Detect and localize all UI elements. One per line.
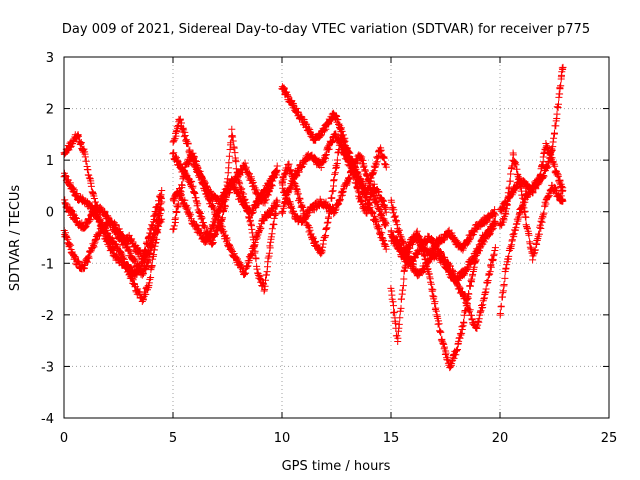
y-tick-label: -3: [41, 360, 54, 375]
series-track-h: [169, 159, 281, 246]
x-tick-label: 10: [274, 431, 291, 446]
plus-markers: [387, 206, 499, 259]
series-track-d: [61, 187, 166, 263]
plus-markers: [169, 125, 281, 295]
chart-title: Day 009 of 2021, Sidereal Day-to-day VTE…: [62, 22, 590, 37]
series-track-p: [387, 206, 499, 259]
x-axis-label: GPS time / hours: [282, 459, 391, 474]
plus-markers: [387, 196, 499, 332]
y-tick-label: 0: [46, 206, 54, 221]
y-tick-label: 2: [46, 103, 54, 118]
x-tick-label: 25: [601, 431, 618, 446]
series-track-o: [387, 196, 499, 332]
plot-frame: [63, 56, 610, 419]
y-tick-label: -2: [41, 309, 54, 324]
plus-markers: [61, 187, 166, 263]
x-tick-label: 20: [492, 431, 509, 446]
x-tick-label: 15: [383, 431, 400, 446]
y-tick-label: -4: [41, 412, 54, 427]
plus-markers: [278, 128, 390, 258]
series-track-s: [496, 149, 567, 264]
x-tick-label: 5: [169, 431, 177, 446]
series-track-l: [278, 128, 390, 258]
plus-markers: [169, 159, 281, 246]
data-points: [60, 63, 567, 372]
x-tick-label: 0: [60, 431, 68, 446]
y-axis-label: SDTVAR / TECUs: [8, 185, 23, 292]
plus-markers: [496, 149, 567, 264]
y-tick-label: -1: [41, 257, 54, 272]
y-tick-label: 1: [46, 154, 54, 169]
series-track-g: [169, 125, 281, 295]
y-tick-label: 3: [46, 51, 54, 66]
